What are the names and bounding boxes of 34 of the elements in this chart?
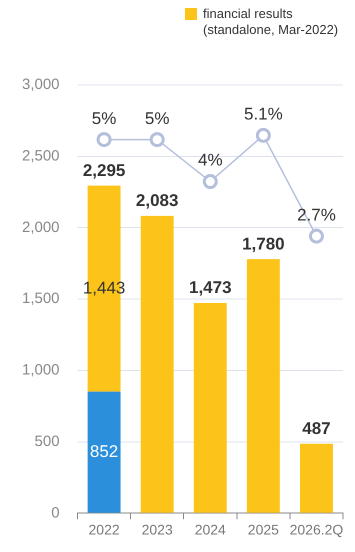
y-tick-label: 2,000: [22, 218, 60, 236]
x-tick-label: 2025: [248, 521, 280, 538]
data-label: 5%: [92, 108, 116, 128]
bar: [140, 216, 174, 513]
data-label: 4%: [198, 150, 223, 170]
point: [308, 228, 324, 244]
data-label: 2.7%: [297, 205, 336, 224]
data-label: 5%: [144, 108, 170, 128]
bar: [300, 444, 333, 513]
x-tick-label: 2022: [88, 521, 120, 538]
total-label: 2,083: [136, 191, 178, 210]
x-tick-label: 2024: [194, 521, 226, 538]
point: [150, 132, 165, 148]
y-tick-label: 1,000: [22, 362, 60, 379]
total-label: 1,473: [188, 278, 232, 298]
total-label: 1,780: [242, 234, 285, 254]
y-tick-label: 0: [51, 504, 60, 522]
point: [256, 128, 271, 143]
legend-label: financial results (standalone, Mar-2022): [203, 6, 340, 38]
bar: [194, 302, 227, 513]
y-tick-label: 500: [34, 432, 60, 450]
total-label: 487: [302, 418, 331, 438]
point: [96, 132, 112, 148]
y-tick-label: 2,500: [22, 148, 60, 165]
y-tick-label: 1,500: [22, 290, 60, 308]
y-tick-label: 3,000: [22, 76, 60, 94]
bar: [88, 392, 121, 513]
x-tick-label: 2023: [142, 521, 173, 538]
total-label: 2,295: [82, 160, 126, 180]
data-label: 5.1%: [244, 104, 283, 124]
point: [202, 174, 218, 190]
x-tick-label: 2026.2Q: [290, 521, 344, 538]
bar: [246, 259, 280, 513]
data-label: 852: [90, 442, 118, 461]
